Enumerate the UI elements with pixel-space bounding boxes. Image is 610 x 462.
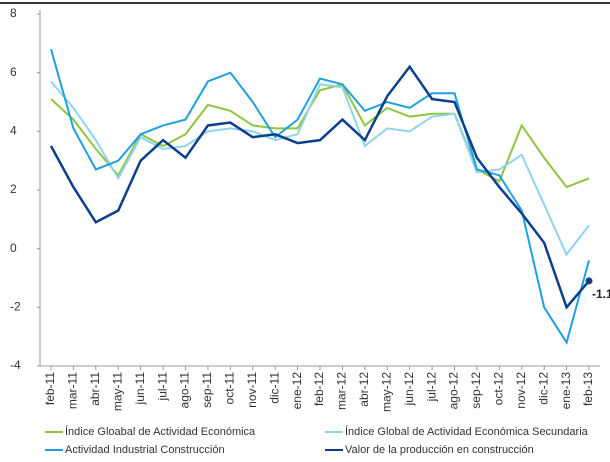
- legend-label: Índice Gloabal de Actividad Económica: [65, 425, 256, 438]
- legend-label: Índice Global de Actividad Económica Sec…: [345, 425, 589, 438]
- x-tick-label: oct-11: [223, 372, 237, 405]
- x-tick-label: may-12: [379, 372, 393, 412]
- x-tick-label: jul-11: [155, 372, 169, 402]
- legend-label: Actividad Industrial Construcción: [65, 444, 225, 456]
- x-tick-label: ene-12: [290, 372, 304, 410]
- x-tick-label: feb-11: [43, 372, 57, 405]
- y-tick-label: 6: [10, 65, 17, 79]
- x-tick-label: may-11: [110, 372, 124, 411]
- series-line: [49, 64, 590, 310]
- x-tick-label: mar-11: [66, 372, 80, 409]
- x-tick-label: jul-12: [424, 372, 438, 403]
- point-marker: [585, 277, 593, 285]
- series-line: [50, 48, 590, 345]
- x-tick-label: sep-12: [469, 372, 483, 409]
- x-tick-label: nov-11: [245, 372, 259, 408]
- x-tick-label: abr-11: [88, 372, 102, 406]
- series-line: [50, 80, 590, 257]
- series-line: [50, 83, 590, 189]
- x-tick-label: abr-12: [357, 372, 371, 407]
- x-tick-label: ago-12: [447, 372, 461, 410]
- x-tick-label: sep-11: [200, 372, 214, 408]
- x-tick-label: jun-11: [133, 372, 147, 406]
- y-tick-label: 8: [10, 6, 17, 20]
- x-tick-label: ago-11: [178, 372, 192, 409]
- x-tick-label: jun-12: [402, 372, 416, 407]
- x-tick-label: mar-12: [335, 372, 349, 410]
- y-tick-label: 2: [10, 182, 17, 196]
- x-tick-label: dic-12: [536, 372, 550, 405]
- y-tick-label: -4: [10, 358, 21, 372]
- y-tick-label: 4: [10, 124, 17, 138]
- x-tick-label: dic-11: [267, 372, 281, 404]
- data-label: -1.1: [592, 287, 610, 301]
- x-tick-label: oct-12: [492, 372, 506, 406]
- x-tick-label: feb-13: [581, 372, 595, 406]
- x-tick-label: ene-13: [559, 372, 573, 410]
- x-tick-label: nov-12: [514, 372, 528, 409]
- legend-label: Valor de la producción en construcción: [345, 444, 534, 456]
- y-tick-label: -2: [10, 300, 21, 314]
- y-tick-label: 0: [10, 241, 17, 255]
- x-tick-label: feb-12: [312, 372, 326, 406]
- legend: Índice Gloabal de Actividad Económica Índ…: [45, 425, 589, 456]
